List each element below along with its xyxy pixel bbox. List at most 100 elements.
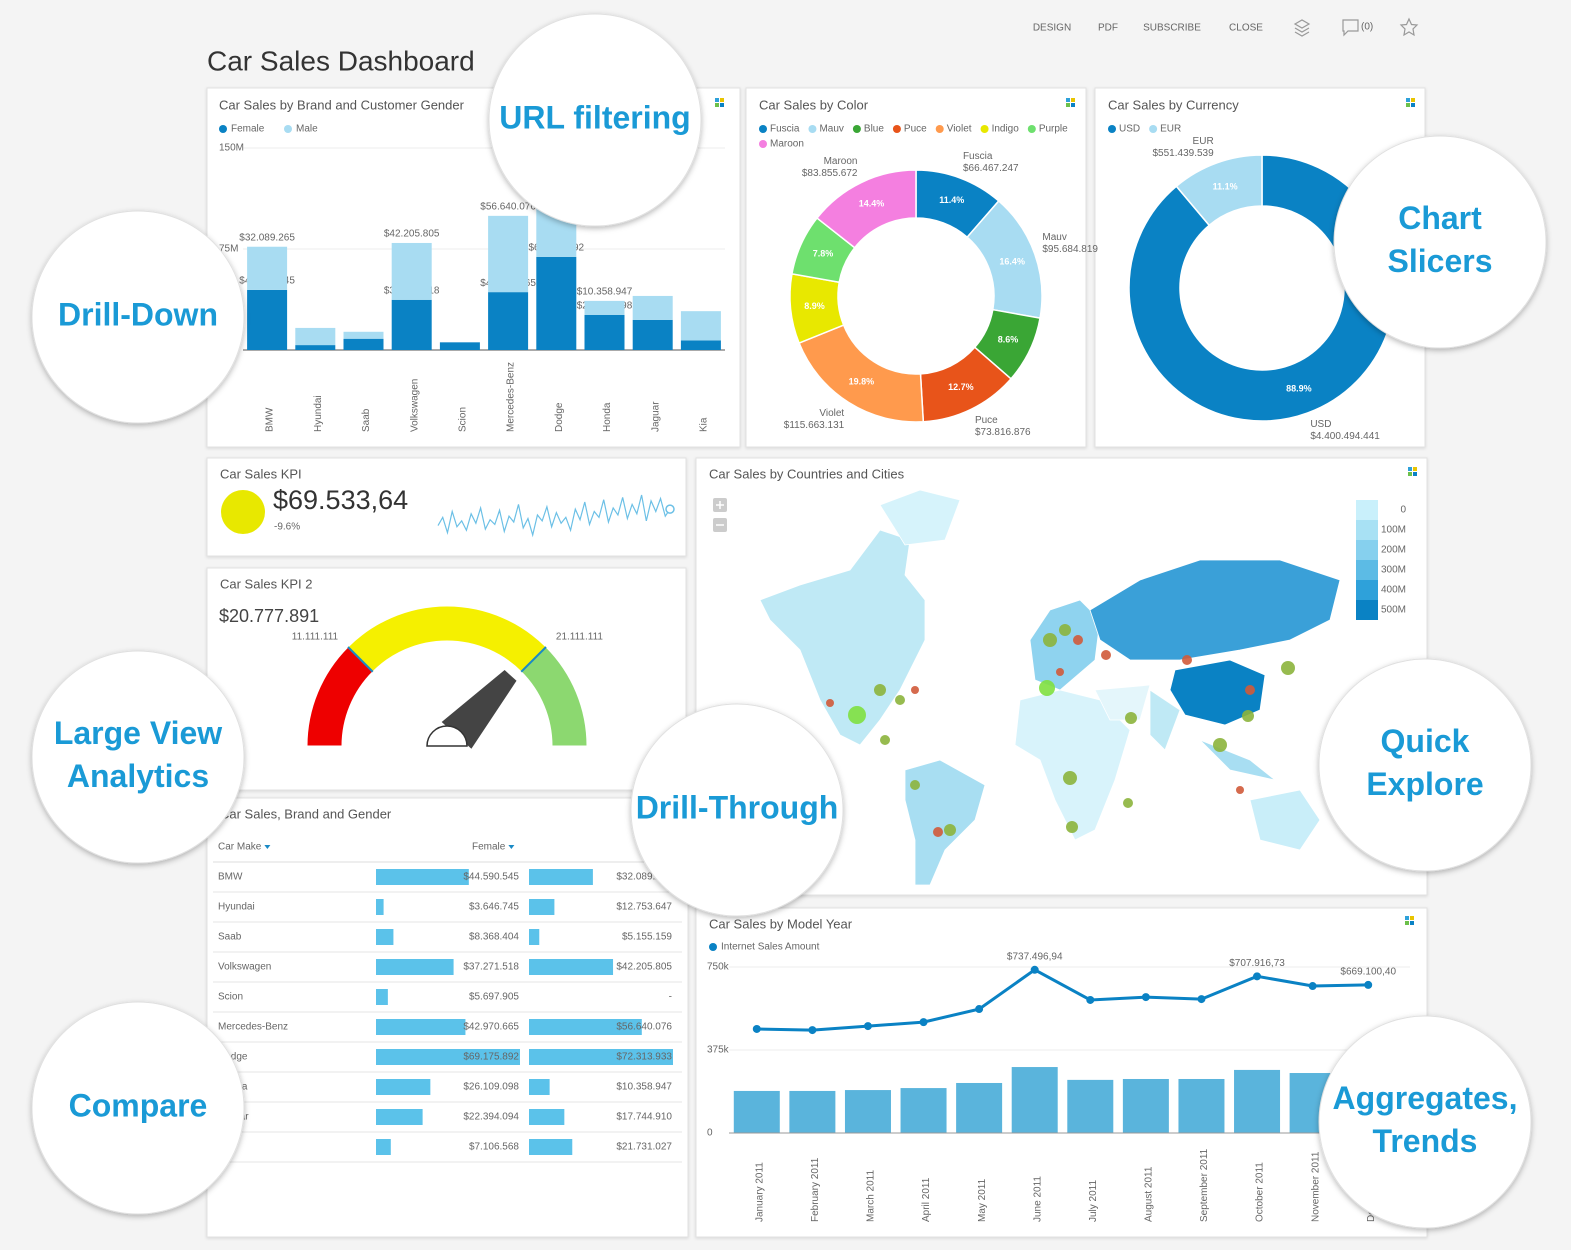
city-marker[interactable] bbox=[911, 686, 919, 694]
x-tick-label: Scion bbox=[458, 407, 469, 432]
row-label[interactable]: Hyundai bbox=[218, 902, 255, 913]
country-region[interactable] bbox=[1089, 559, 1341, 661]
toolbar-button[interactable]: SUBSCRIBE bbox=[1143, 23, 1201, 34]
city-marker[interactable] bbox=[1101, 650, 1111, 660]
sort-icon[interactable] bbox=[508, 845, 515, 849]
country-region[interactable] bbox=[879, 489, 961, 546]
row-label[interactable]: Scion bbox=[218, 992, 243, 1003]
table-bar bbox=[376, 959, 454, 975]
comment-count[interactable]: (0) bbox=[1361, 22, 1373, 33]
comment-icon[interactable] bbox=[1342, 19, 1359, 37]
panel-menu-icon[interactable] bbox=[1066, 103, 1070, 107]
panel-menu-icon[interactable] bbox=[1405, 921, 1409, 925]
city-marker[interactable] bbox=[1213, 738, 1227, 752]
x-tick-label: BMW bbox=[265, 407, 276, 432]
bar bbox=[900, 1088, 947, 1133]
panel-menu-icon[interactable] bbox=[1408, 472, 1412, 476]
city-marker[interactable] bbox=[1123, 798, 1133, 808]
outer-label: Maroon bbox=[824, 156, 858, 167]
city-marker[interactable] bbox=[1043, 633, 1057, 647]
callout-circle bbox=[630, 703, 844, 917]
panel-menu-icon[interactable] bbox=[1071, 98, 1075, 102]
panel-menu-icon[interactable] bbox=[1411, 103, 1415, 107]
legend-tick-label: 200M bbox=[1381, 545, 1406, 556]
city-marker[interactable] bbox=[1066, 821, 1078, 833]
legend-label: Indigo bbox=[992, 124, 1020, 135]
city-marker[interactable] bbox=[1245, 685, 1255, 695]
panel-menu-icon[interactable] bbox=[720, 98, 724, 102]
country-region[interactable] bbox=[1014, 689, 1131, 841]
panel-menu-icon[interactable] bbox=[1405, 916, 1409, 920]
city-marker[interactable] bbox=[1236, 786, 1244, 794]
panel-menu-icon[interactable] bbox=[1413, 467, 1417, 471]
bar bbox=[488, 215, 529, 293]
row-label[interactable]: Saab bbox=[218, 932, 242, 943]
panel-menu-icon[interactable] bbox=[1406, 98, 1410, 102]
country-region[interactable] bbox=[904, 759, 986, 886]
city-marker[interactable] bbox=[944, 824, 956, 836]
legend-tick-label: 500M bbox=[1381, 605, 1406, 616]
panel-menu-icon[interactable] bbox=[720, 103, 724, 107]
column-header[interactable]: Female bbox=[472, 842, 506, 853]
x-tick-label: Saab bbox=[361, 408, 372, 432]
city-marker[interactable] bbox=[895, 695, 905, 705]
x-tick-label: November 2011 bbox=[1310, 1151, 1321, 1222]
city-marker[interactable] bbox=[1281, 661, 1295, 675]
row-label[interactable]: Mercedes-Benz bbox=[218, 1022, 288, 1033]
panel-menu-icon[interactable] bbox=[1413, 472, 1417, 476]
row-label[interactable]: BMW bbox=[218, 872, 243, 883]
callout-label: Drill-Down bbox=[58, 296, 218, 332]
sort-icon[interactable] bbox=[264, 845, 271, 849]
panel-menu-icon[interactable] bbox=[1410, 921, 1414, 925]
row-label[interactable]: Volkswagen bbox=[218, 962, 271, 973]
legend-label: Fuscia bbox=[770, 124, 800, 135]
toolbar-button[interactable]: PDF bbox=[1098, 23, 1118, 34]
x-tick-label: February 2011 bbox=[810, 1157, 821, 1222]
panel-menu-icon[interactable] bbox=[1410, 916, 1414, 920]
legend-swatch bbox=[892, 125, 901, 133]
column-header[interactable]: Car Make bbox=[218, 842, 262, 853]
panel bbox=[206, 567, 687, 791]
row-label[interactable]: Dodge bbox=[218, 1052, 248, 1063]
city-marker[interactable] bbox=[1182, 655, 1192, 665]
layers-icon[interactable] bbox=[1293, 19, 1311, 37]
percent-label: 12.7% bbox=[948, 382, 974, 392]
toolbar-button[interactable]: DESIGN bbox=[1033, 23, 1071, 34]
country-region[interactable] bbox=[1249, 789, 1321, 851]
callout-label: Quick bbox=[1381, 723, 1470, 759]
panel-menu-icon[interactable] bbox=[1408, 467, 1412, 471]
city-marker[interactable] bbox=[1039, 680, 1055, 696]
city-marker[interactable] bbox=[1056, 668, 1064, 676]
country-region[interactable] bbox=[1094, 684, 1151, 721]
city-marker[interactable] bbox=[1063, 771, 1077, 785]
city-marker[interactable] bbox=[1059, 624, 1071, 636]
city-marker[interactable] bbox=[933, 827, 943, 837]
panel-menu-icon[interactable] bbox=[1411, 98, 1415, 102]
city-marker[interactable] bbox=[910, 780, 920, 790]
cell-value: $32.089.265 bbox=[616, 872, 672, 883]
table-bar bbox=[529, 1079, 550, 1095]
country-region[interactable] bbox=[1149, 689, 1181, 751]
panel-menu-icon[interactable] bbox=[1066, 98, 1070, 102]
panel-menu-icon[interactable] bbox=[1071, 103, 1075, 107]
kpi-value: $69.533,64 bbox=[273, 485, 408, 515]
table-bar bbox=[376, 929, 394, 945]
city-marker[interactable] bbox=[1073, 635, 1083, 645]
city-marker[interactable] bbox=[1125, 712, 1137, 724]
x-tick-label: Mercedes-Benz bbox=[506, 362, 517, 432]
favorite-icon[interactable] bbox=[1399, 17, 1419, 37]
city-marker[interactable] bbox=[848, 706, 866, 724]
city-marker[interactable] bbox=[874, 684, 886, 696]
city-marker[interactable] bbox=[1242, 710, 1254, 722]
panel-menu-icon[interactable] bbox=[715, 103, 719, 107]
panel-menu-icon[interactable] bbox=[1406, 103, 1410, 107]
city-marker[interactable] bbox=[880, 735, 890, 745]
country-region[interactable] bbox=[1029, 599, 1101, 691]
toolbar-button[interactable]: CLOSE bbox=[1229, 23, 1263, 34]
panel-menu-icon[interactable] bbox=[715, 98, 719, 102]
donut-slice bbox=[1175, 154, 1263, 227]
city-marker[interactable] bbox=[826, 699, 834, 707]
legend-swatch bbox=[1027, 125, 1036, 133]
outer-value-label: $66.467.247 bbox=[963, 163, 1019, 174]
bar bbox=[584, 314, 625, 350]
